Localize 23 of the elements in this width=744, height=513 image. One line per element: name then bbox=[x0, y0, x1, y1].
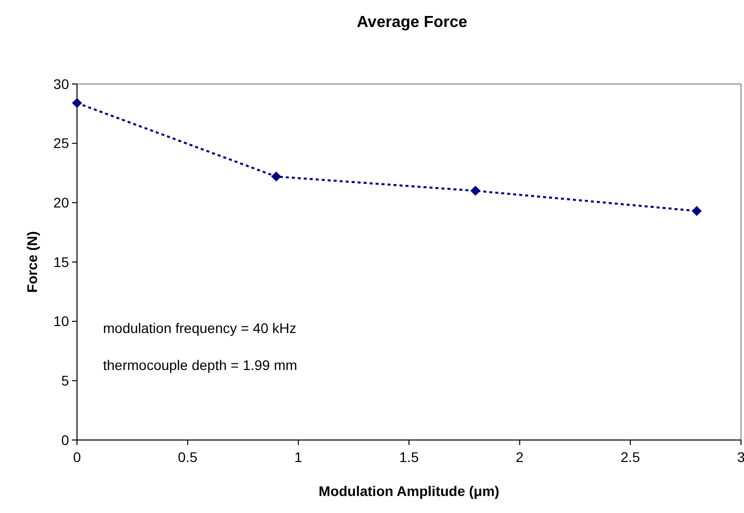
annotation: modulation frequency = 40 kHz bbox=[103, 320, 296, 336]
x-tick-label: 0 bbox=[73, 449, 82, 465]
y-tick-label: 5 bbox=[61, 372, 70, 389]
y-tick-label: 0 bbox=[61, 432, 70, 448]
y-tick-label: 25 bbox=[53, 135, 70, 152]
x-tick-label: 2 bbox=[516, 449, 524, 465]
x-tick-label: 1.5 bbox=[399, 449, 419, 465]
chart-title: Average Force bbox=[356, 14, 468, 31]
x-axis-title: Modulation Amplitude (μm) bbox=[318, 483, 500, 499]
x-tick-label: 3 bbox=[737, 449, 744, 465]
x-tick-label: 0.5 bbox=[178, 449, 198, 465]
point bbox=[470, 186, 480, 196]
y-tick-label: 30 bbox=[53, 76, 70, 92]
x-tick-label: 2.5 bbox=[620, 449, 640, 465]
y-tick-label: 10 bbox=[53, 313, 70, 330]
y-axis-title: Force (N) bbox=[24, 231, 40, 293]
point bbox=[72, 98, 82, 108]
point bbox=[271, 172, 282, 182]
y-tick-label: 15 bbox=[53, 254, 70, 270]
y-tick-label: 20 bbox=[53, 194, 70, 211]
point bbox=[692, 206, 702, 216]
x-tick-label: 1 bbox=[294, 449, 302, 465]
annotation: thermocouple depth = 1.99 mm bbox=[103, 357, 298, 373]
